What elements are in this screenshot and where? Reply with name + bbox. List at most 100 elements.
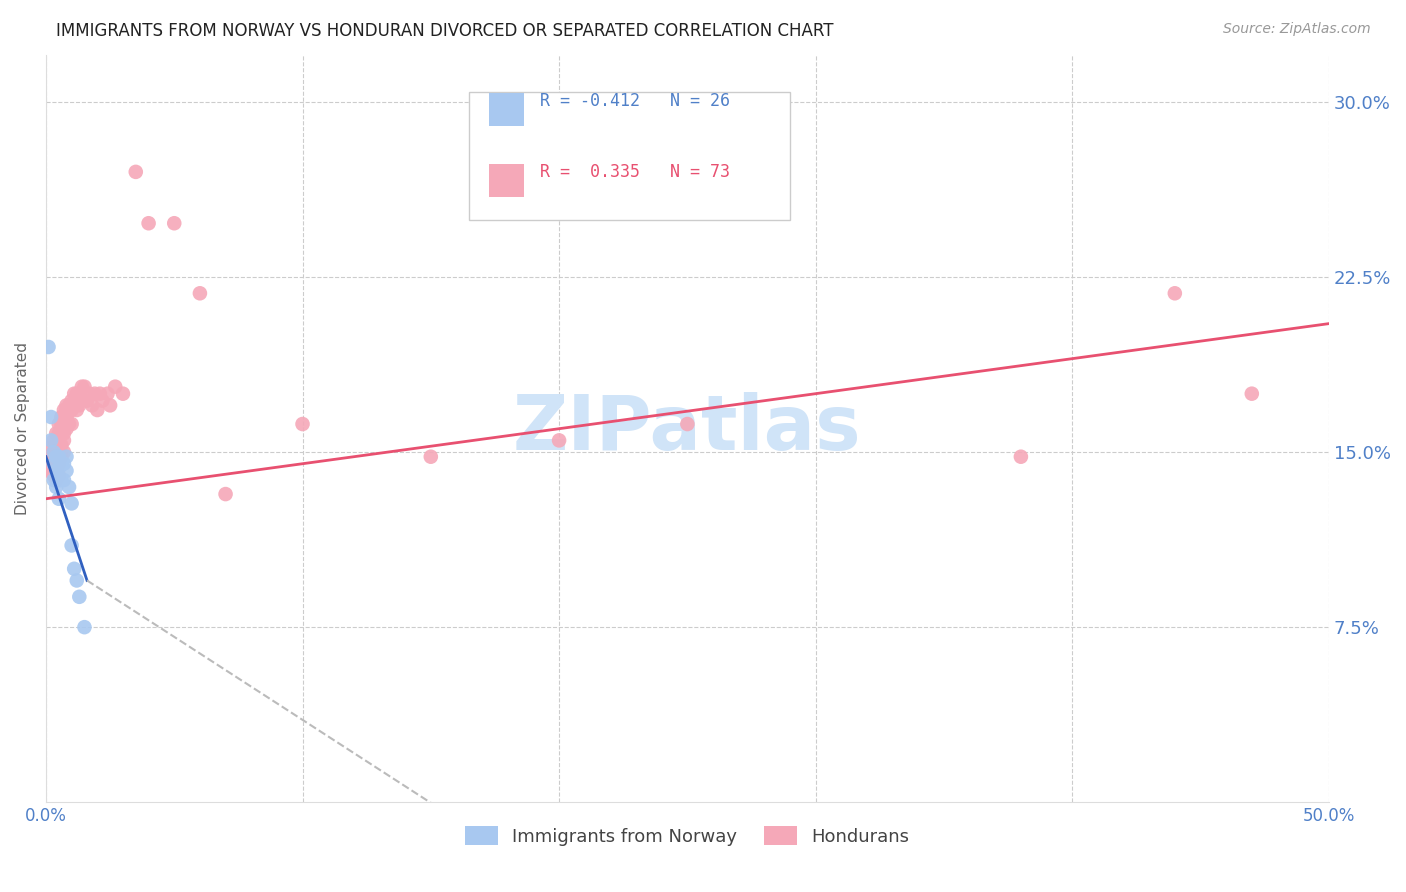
Point xyxy=(138,216,160,230)
Point xyxy=(39,410,62,425)
Point xyxy=(67,398,90,412)
Point xyxy=(76,393,98,408)
Point xyxy=(42,434,65,448)
Point xyxy=(111,386,134,401)
Point xyxy=(188,286,211,301)
Point xyxy=(45,480,67,494)
Legend: Immigrants from Norway, Hondurans: Immigrants from Norway, Hondurans xyxy=(465,826,910,846)
Point xyxy=(96,386,118,401)
Text: R =  0.335   N = 73: R = 0.335 N = 73 xyxy=(540,163,730,181)
Point xyxy=(39,464,62,478)
Point xyxy=(52,434,75,448)
Point xyxy=(48,491,70,506)
Point xyxy=(63,386,86,401)
Point xyxy=(42,473,65,487)
Point xyxy=(1164,286,1187,301)
Point xyxy=(55,410,77,425)
Point xyxy=(52,473,75,487)
Point xyxy=(67,386,90,401)
Point xyxy=(82,398,104,412)
Point xyxy=(45,473,67,487)
Text: Source: ZipAtlas.com: Source: ZipAtlas.com xyxy=(1223,22,1371,37)
Text: ZIPatlas: ZIPatlas xyxy=(513,392,862,466)
Point xyxy=(60,417,83,431)
Point xyxy=(48,450,70,464)
Point xyxy=(73,379,96,393)
Point xyxy=(48,450,70,464)
Point xyxy=(38,340,60,354)
Point xyxy=(58,480,80,494)
Point xyxy=(214,487,236,501)
Point xyxy=(39,441,62,455)
Point xyxy=(52,403,75,417)
Point xyxy=(125,165,148,179)
Point xyxy=(91,393,114,408)
Point xyxy=(63,562,86,576)
Point xyxy=(73,620,96,634)
Point xyxy=(51,417,73,431)
Point xyxy=(63,398,86,412)
Text: R = -0.412   N = 26: R = -0.412 N = 26 xyxy=(540,93,730,111)
Point xyxy=(55,450,77,464)
Point xyxy=(79,386,101,401)
Point xyxy=(60,496,83,510)
Point xyxy=(1010,450,1032,464)
Point xyxy=(45,464,67,478)
Point xyxy=(51,473,73,487)
Point xyxy=(89,386,111,401)
Point xyxy=(48,468,70,483)
Point xyxy=(55,403,77,417)
Point xyxy=(1240,386,1263,401)
Point xyxy=(58,417,80,431)
Point xyxy=(45,450,67,464)
Point xyxy=(45,426,67,441)
Point xyxy=(51,457,73,471)
Point xyxy=(51,426,73,441)
Point xyxy=(163,216,186,230)
Point xyxy=(52,445,75,459)
Point xyxy=(42,445,65,459)
Text: IMMIGRANTS FROM NORWAY VS HONDURAN DIVORCED OR SEPARATED CORRELATION CHART: IMMIGRANTS FROM NORWAY VS HONDURAN DIVOR… xyxy=(56,22,834,40)
Point xyxy=(52,417,75,431)
Point xyxy=(48,426,70,441)
Point xyxy=(52,457,75,471)
Point xyxy=(55,464,77,478)
Point xyxy=(60,393,83,408)
Point xyxy=(48,457,70,471)
Point xyxy=(58,398,80,412)
Point xyxy=(39,434,62,448)
Point xyxy=(51,410,73,425)
Point xyxy=(60,538,83,552)
Point xyxy=(58,403,80,417)
Point xyxy=(38,464,60,478)
Point xyxy=(38,450,60,464)
Point xyxy=(39,450,62,464)
Point xyxy=(45,438,67,452)
Y-axis label: Divorced or Separated: Divorced or Separated xyxy=(15,343,30,516)
Point xyxy=(60,403,83,417)
Point xyxy=(66,574,89,588)
Point xyxy=(676,417,699,431)
FancyBboxPatch shape xyxy=(488,164,524,197)
Point xyxy=(83,386,105,401)
Point xyxy=(45,461,67,475)
Point xyxy=(48,461,70,475)
Point xyxy=(52,426,75,441)
Point xyxy=(548,434,571,448)
Point xyxy=(67,590,90,604)
Point xyxy=(52,410,75,425)
Point xyxy=(55,422,77,436)
Point xyxy=(51,438,73,452)
Point xyxy=(104,379,127,393)
Point xyxy=(70,393,93,408)
FancyBboxPatch shape xyxy=(470,93,790,219)
Point xyxy=(45,450,67,464)
Point xyxy=(291,417,314,431)
Point xyxy=(70,379,93,393)
Point xyxy=(48,473,70,487)
Point xyxy=(42,457,65,471)
Point xyxy=(42,457,65,471)
Point xyxy=(98,398,121,412)
Point xyxy=(66,386,89,401)
Point xyxy=(86,403,108,417)
